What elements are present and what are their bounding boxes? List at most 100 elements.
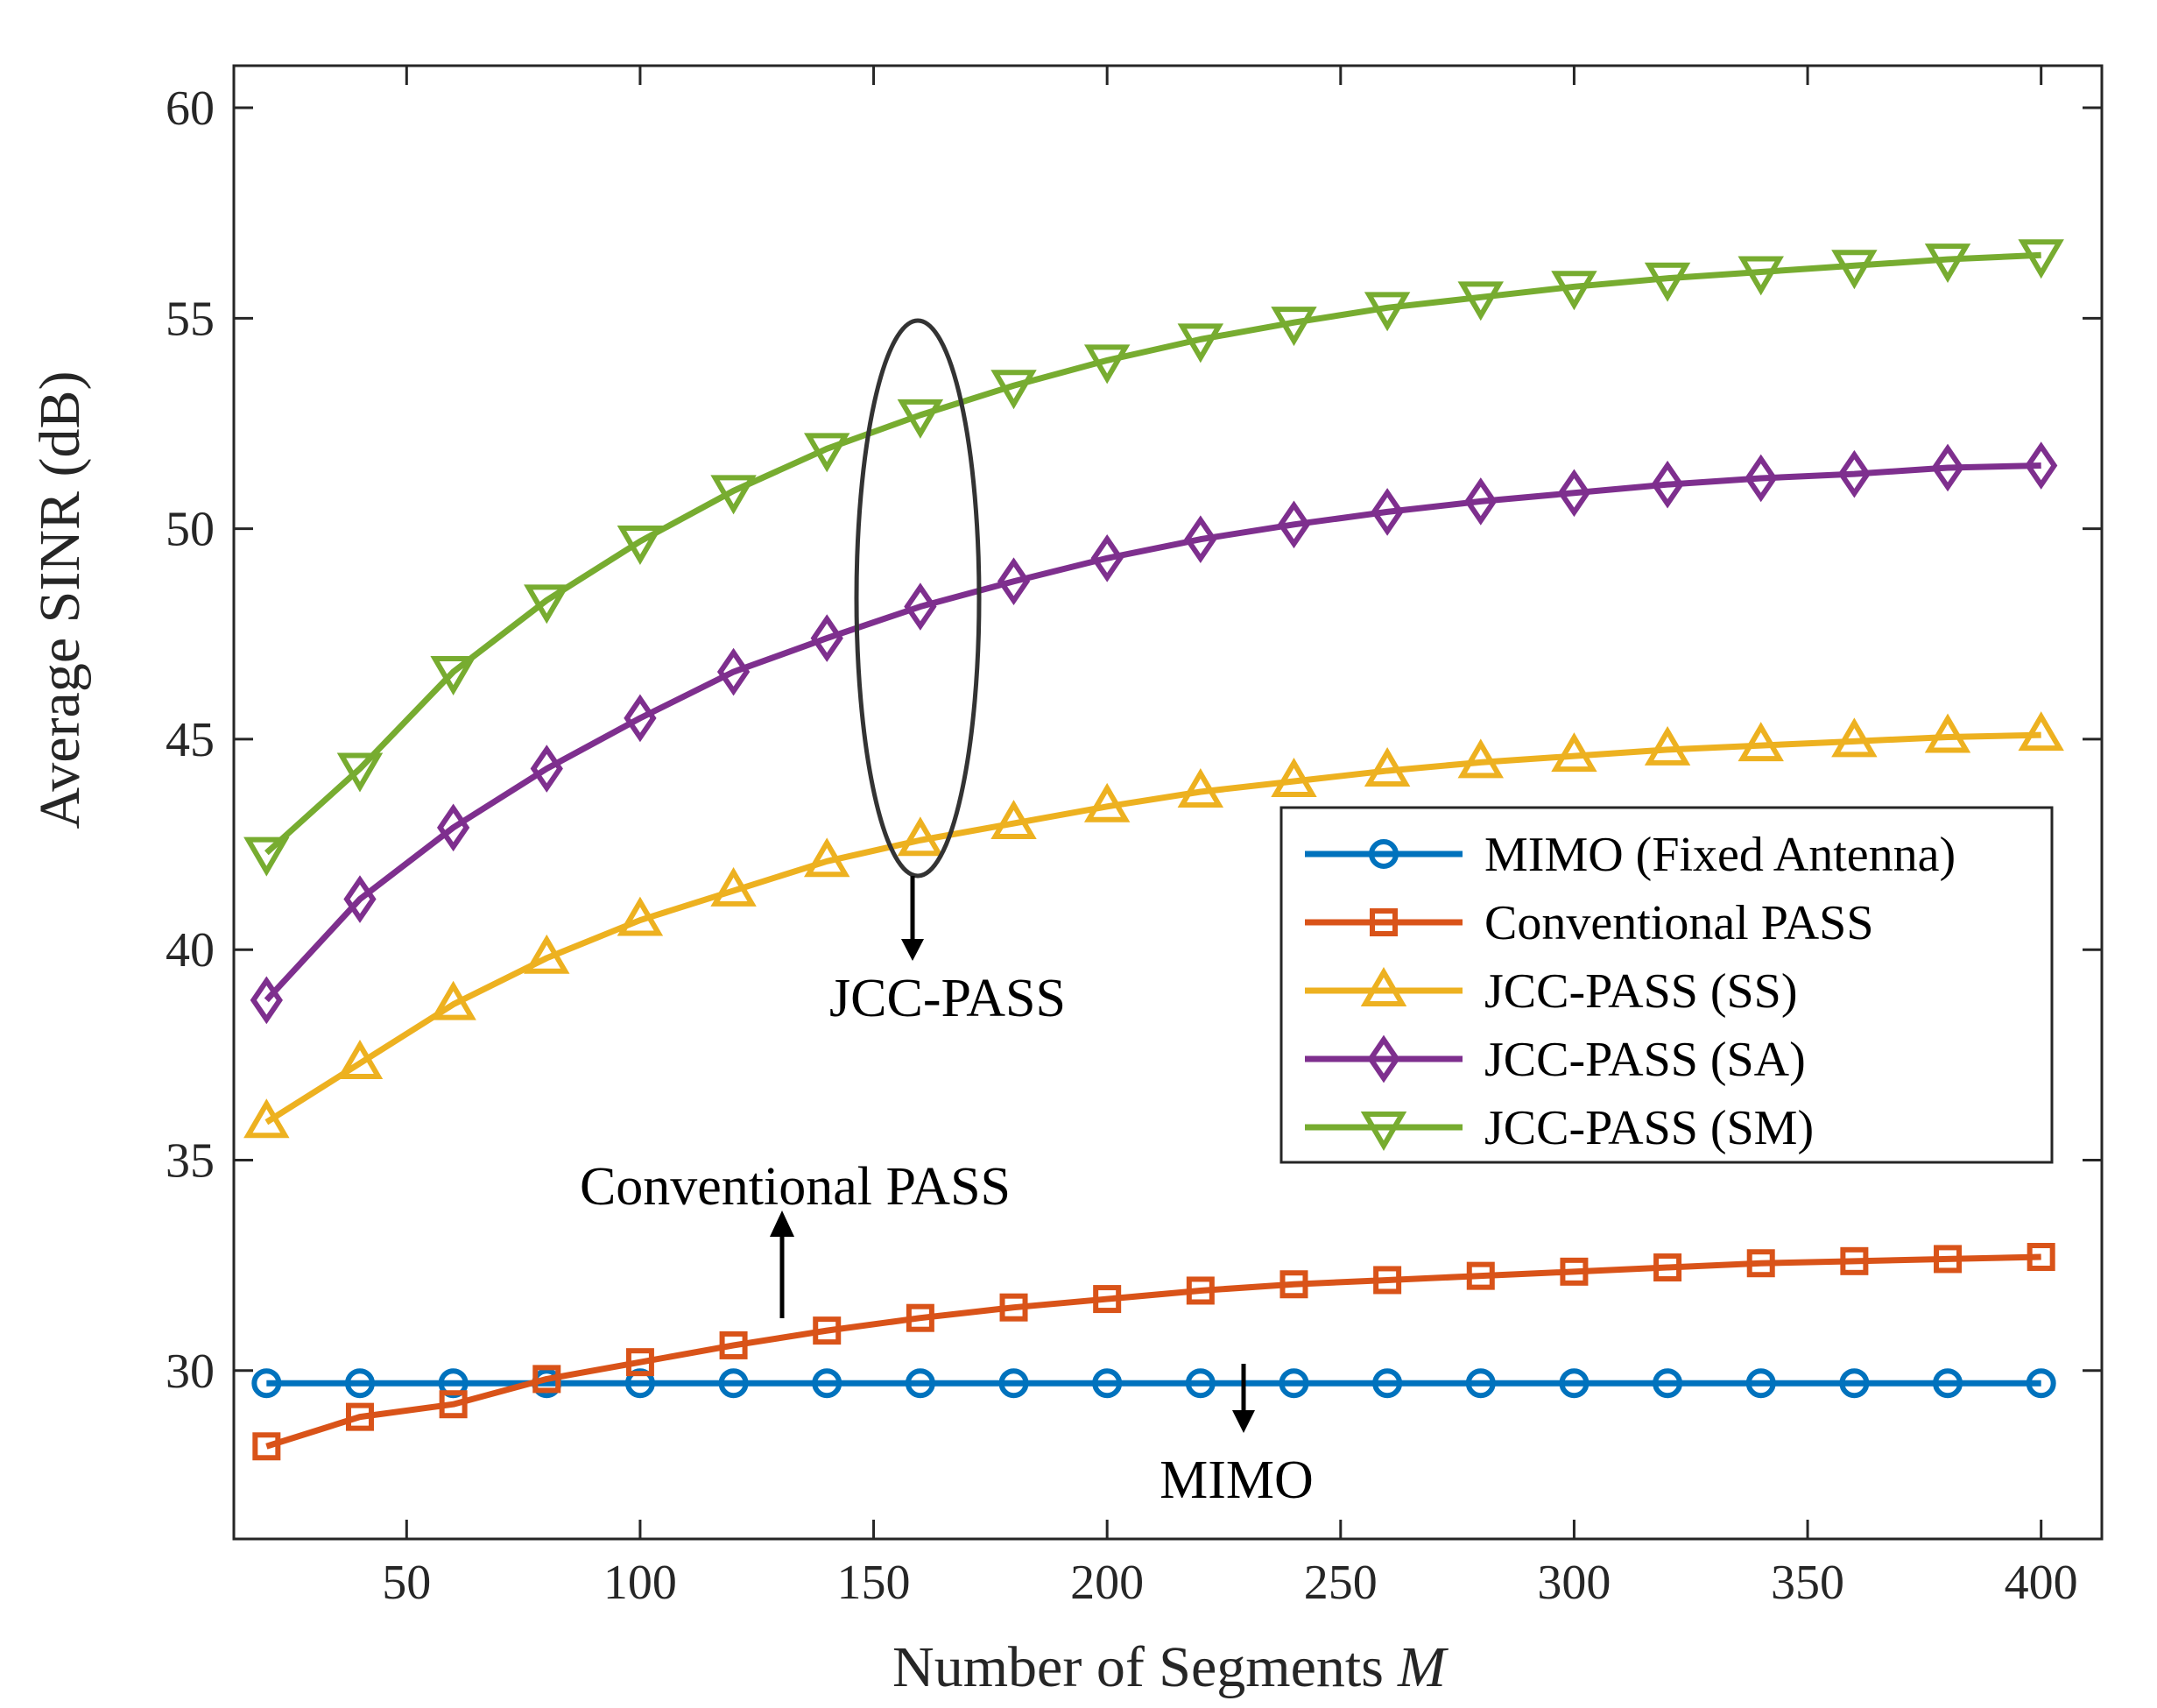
data-point xyxy=(718,1368,749,1399)
data-point xyxy=(1551,271,1597,311)
series-line xyxy=(264,731,2041,1126)
data-point xyxy=(336,752,384,793)
data-point xyxy=(1745,454,1778,503)
data-point xyxy=(906,1303,934,1332)
jcc-pass-arrowhead xyxy=(901,939,924,961)
data-point xyxy=(804,433,850,473)
data-point xyxy=(617,526,664,565)
data-point xyxy=(1559,1368,1590,1399)
legend-item: JCC-PASS (SS) xyxy=(1305,964,1797,1019)
data-point xyxy=(1371,488,1404,536)
data-point xyxy=(1465,1368,1496,1399)
axis-ticks: 50 100 150 200 250 300 350 400 30 35 40 45 50 55 60 xyxy=(166,66,2102,1610)
series-line xyxy=(265,1253,2041,1450)
data-point xyxy=(998,1368,1029,1399)
data-point xyxy=(439,1390,468,1419)
data-point xyxy=(1551,732,1597,773)
data-point xyxy=(1373,1266,1402,1295)
x-axis-label: Number of Segments M xyxy=(892,1635,1449,1699)
data-point xyxy=(1093,1285,1122,1314)
data-point xyxy=(2018,711,2064,752)
data-point xyxy=(1557,469,1591,518)
data-point xyxy=(436,803,470,852)
data-point xyxy=(617,896,664,936)
data-point xyxy=(719,1330,748,1359)
data-point xyxy=(812,1368,842,1399)
legend-label: Conventional PASS xyxy=(1484,896,1873,950)
data-point xyxy=(897,399,944,439)
data-point xyxy=(1745,1368,1776,1399)
data-point xyxy=(1644,725,1691,766)
legend-label: JCC-PASS (SM) xyxy=(1484,1101,1814,1155)
conventional-pass-arrowhead xyxy=(770,1210,794,1237)
data-point xyxy=(1177,768,1224,808)
data-point xyxy=(1653,1253,1682,1282)
data-point xyxy=(810,614,843,662)
x-tick-label: 400 xyxy=(2005,1556,2078,1610)
series-4 xyxy=(243,239,2064,877)
data-point xyxy=(710,866,757,907)
data-point xyxy=(1924,243,1971,284)
series-layer xyxy=(243,239,2064,1461)
legend-label: MIMO (Fixed Antenna) xyxy=(1484,828,1956,882)
data-point xyxy=(804,837,850,878)
legend-item: MIMO (Fixed Antenna) xyxy=(1305,828,1956,882)
legend-marker xyxy=(1369,839,1399,869)
y-tick-label: 35 xyxy=(166,1133,215,1188)
data-point xyxy=(624,694,657,743)
legend-item: JCC-PASS (SM) xyxy=(1305,1101,1814,1155)
data-point xyxy=(1924,713,1971,753)
data-point xyxy=(1738,722,1784,762)
data-point xyxy=(905,1368,935,1399)
legend-item: Conventional PASS xyxy=(1305,896,1873,950)
data-point xyxy=(2018,239,2064,279)
legend: MIMO (Fixed Antenna) Conventional PASS JCC… xyxy=(1279,806,2054,1164)
annotation-jcc-pass: JCC-PASS xyxy=(829,969,1066,1028)
y-tick-label: 40 xyxy=(166,923,215,978)
data-point xyxy=(1746,1249,1775,1278)
data-point xyxy=(1464,477,1498,526)
data-point xyxy=(1090,533,1124,582)
series-1 xyxy=(252,1243,2055,1461)
data-point xyxy=(524,584,570,625)
data-point xyxy=(1840,1246,1869,1275)
data-point xyxy=(1644,262,1691,302)
data-point xyxy=(1831,250,1878,290)
axis-labels: Number of Segments M Average SINR (dB) xyxy=(28,371,1449,1699)
data-point xyxy=(1466,1261,1495,1290)
data-point xyxy=(999,1293,1028,1322)
series-3 xyxy=(250,441,2058,1025)
data-point xyxy=(1277,500,1311,549)
legend-box xyxy=(1279,806,2054,1164)
data-point xyxy=(1839,1368,1870,1399)
data-point xyxy=(1083,344,1131,385)
data-point xyxy=(1185,1368,1216,1399)
data-point xyxy=(1560,1257,1589,1286)
legend-item: JCC-PASS (SA) xyxy=(1305,1033,1806,1087)
data-point xyxy=(1083,782,1131,822)
x-tick-label: 150 xyxy=(837,1556,911,1610)
x-tick-label: 50 xyxy=(382,1556,431,1610)
data-point xyxy=(1279,1270,1308,1299)
y-tick-label: 60 xyxy=(166,81,215,136)
x-tick-label: 200 xyxy=(1070,1556,1144,1610)
y-tick-label: 55 xyxy=(166,292,215,346)
data-point xyxy=(2025,441,2058,490)
y-tick-label: 45 xyxy=(166,713,215,767)
data-point xyxy=(243,1098,290,1139)
legend-marker xyxy=(1360,967,1407,1006)
jcc-pass-group-ellipse xyxy=(854,318,982,879)
data-point xyxy=(524,934,570,974)
data-point xyxy=(1092,1368,1123,1399)
legend-marker xyxy=(1367,1034,1400,1083)
data-point xyxy=(1831,717,1878,758)
data-point xyxy=(990,800,1037,840)
data-point xyxy=(2027,1243,2055,1272)
data-point xyxy=(1279,1368,1309,1399)
plot-frame xyxy=(232,64,2104,1541)
data-point xyxy=(532,1365,561,1394)
annotation-mimo: MIMO xyxy=(1160,1450,1314,1510)
data-point xyxy=(1186,1276,1215,1305)
data-point xyxy=(430,656,476,695)
